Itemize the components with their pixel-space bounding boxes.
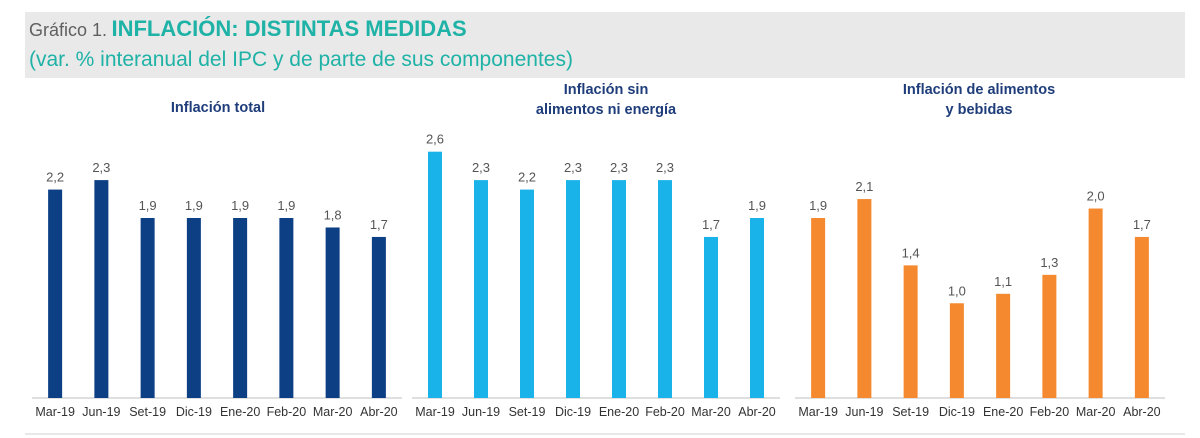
data-label: 2,0 [1087, 189, 1105, 204]
category-label: Feb-20 [645, 405, 685, 419]
bar [857, 199, 872, 398]
bar [520, 189, 534, 398]
figure-number: Gráfico 1. [29, 20, 108, 40]
data-label: 2,3 [472, 160, 490, 175]
data-label: 1,7 [370, 217, 388, 232]
data-label: 2,1 [855, 179, 873, 194]
data-label: 2,3 [92, 160, 110, 175]
data-label: 1,4 [902, 245, 920, 260]
bar [612, 180, 626, 398]
panel-title-line: Inflación sin [564, 82, 649, 98]
bar [371, 236, 386, 398]
bar [566, 180, 580, 398]
panel-title-line: Inflación total [171, 100, 265, 116]
chart-panel-2: Inflación sin alimentos ni energía 2,6 Mar-… [412, 82, 780, 419]
category-label: Mar-20 [313, 405, 353, 419]
data-label: 2,6 [426, 132, 444, 147]
category-label: Ene-20 [983, 405, 1023, 419]
data-label: 1,3 [1040, 255, 1058, 270]
bar [474, 180, 488, 398]
bar [811, 218, 826, 398]
bar [94, 180, 109, 398]
bar [279, 218, 294, 398]
category-label: Ene-20 [220, 405, 260, 419]
category-label: Abr-20 [738, 405, 776, 419]
data-label: 1,9 [139, 198, 157, 213]
panel-title: Inflación total [171, 100, 265, 116]
category-label: Mar-19 [35, 405, 75, 419]
category-label: Jun-19 [462, 405, 500, 419]
bar [1134, 236, 1149, 398]
data-label: 1,9 [809, 198, 827, 213]
bar [1088, 208, 1103, 398]
bar [996, 293, 1011, 398]
category-label: Dic-19 [939, 405, 975, 419]
chart-panel-3: Inflación de alimentos y bebidas 1,9 Mar-19… [795, 82, 1165, 419]
category-label: Mar-19 [415, 405, 455, 419]
bar [325, 227, 340, 398]
bar [903, 265, 918, 398]
category-label: Mar-20 [1076, 405, 1116, 419]
category-label: Feb-20 [1030, 405, 1070, 419]
data-label: 1,7 [702, 217, 720, 232]
data-label: 2,3 [564, 160, 582, 175]
category-label: Dic-19 [176, 405, 212, 419]
data-label: 2,3 [656, 160, 674, 175]
data-label: 2,3 [610, 160, 628, 175]
data-label: 1,1 [994, 274, 1012, 289]
panel-title: Inflación sin alimentos ni energía [536, 82, 677, 118]
data-label: 1,8 [324, 207, 342, 222]
category-label: Abr-20 [360, 405, 398, 419]
bar [233, 218, 248, 398]
panel-title: Inflación de alimentos y bebidas [903, 82, 1055, 118]
category-label: Mar-19 [798, 405, 838, 419]
panel-title-line: y bebidas [946, 102, 1013, 118]
category-label: Abr-20 [1123, 405, 1161, 419]
category-label: Ene-20 [599, 405, 639, 419]
panel-title-line: Inflación de alimentos [903, 82, 1055, 98]
figure-title: INFLACIÓN: DISTINTAS MEDIDAS [111, 16, 467, 41]
bar [1042, 274, 1057, 398]
chart-header: Gráfico 1. INFLACIÓN: DISTINTAS MEDIDAS … [25, 12, 1185, 78]
category-label: Jun-19 [82, 405, 120, 419]
category-label: Set-19 [129, 405, 166, 419]
bar [949, 303, 964, 398]
data-label: 2,2 [46, 170, 64, 185]
figure-subtitle: (var. % interanual del IPC y de parte de… [29, 48, 573, 71]
bar [750, 218, 764, 398]
bar [658, 180, 672, 398]
chart-panel-1: Inflación total 2,2 Mar-19 2,3 Jun-19 1,9 Set-… [32, 100, 402, 419]
category-label: Set-19 [509, 405, 546, 419]
bar [428, 151, 442, 398]
bar [186, 218, 201, 398]
data-label: 1,9 [231, 198, 249, 213]
category-label: Dic-19 [555, 405, 591, 419]
category-label: Jun-19 [845, 405, 883, 419]
data-label: 1,7 [1133, 217, 1151, 232]
category-label: Set-19 [892, 405, 929, 419]
category-label: Feb-20 [267, 405, 307, 419]
data-label: 1,9 [185, 198, 203, 213]
category-label: Mar-20 [691, 405, 731, 419]
data-label: 2,2 [518, 170, 536, 185]
bar [704, 236, 718, 398]
header-title-line: Gráfico 1. INFLACIÓN: DISTINTAS MEDIDAS [29, 16, 467, 42]
data-label: 1,9 [277, 198, 295, 213]
bar [48, 189, 63, 398]
panel-title-line: alimentos ni energía [536, 102, 677, 118]
data-label: 1,0 [948, 283, 966, 298]
data-label: 1,9 [748, 198, 766, 213]
bar [140, 218, 155, 398]
